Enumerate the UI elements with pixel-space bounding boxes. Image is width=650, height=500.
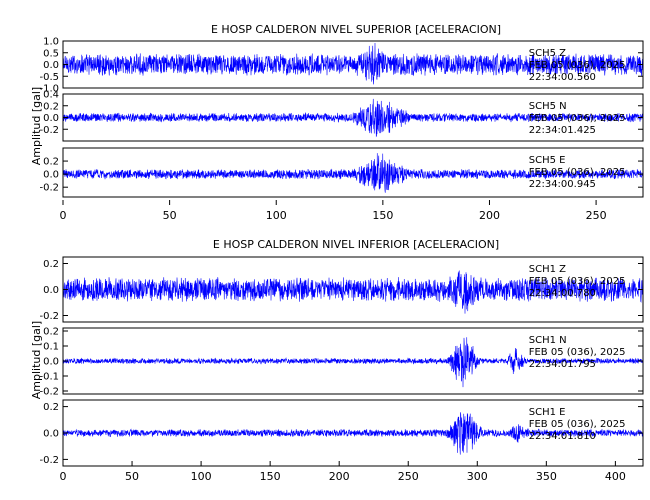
y-tick-label: 0.2 <box>43 157 59 168</box>
x-tick-label: 0 <box>60 470 67 483</box>
waveform-line <box>62 42 644 85</box>
x-tick-label: 250 <box>586 209 607 222</box>
station-label: SCH5 N <box>529 101 567 112</box>
y-tick-label: 0.0 <box>43 60 59 71</box>
y-tick-label: 0.0 <box>43 357 59 368</box>
y-tick-label: -0.5 <box>39 72 59 83</box>
date-label: FEB 05 (036), 2025 <box>529 347 626 358</box>
x-tick-label: 150 <box>372 209 393 222</box>
date-label: FEB 05 (036), 2025 <box>529 419 626 430</box>
chart-title-upper: E HOSP CALDERON NIVEL SUPERIOR [ACELERAC… <box>211 23 501 36</box>
x-tick-label: 250 <box>398 470 419 483</box>
y-tick-label: 0.0 <box>43 285 59 296</box>
date-label: FEB 05 (036), 2025 <box>529 276 626 287</box>
time-label: 22:34:00.780 <box>529 288 596 299</box>
y-tick-label: 0.1 <box>43 342 59 353</box>
y-tick-label: 0.2 <box>43 327 59 338</box>
y-tick-label: 0.5 <box>43 48 59 59</box>
time-label: 22:34:01.795 <box>529 359 596 370</box>
panel-frame <box>62 147 644 198</box>
y-tick-label: 0.2 <box>43 101 59 112</box>
x-tick-label: 300 <box>467 470 488 483</box>
y-tick-label: 0.4 <box>43 90 59 101</box>
time-label: 22:34:01.425 <box>529 125 596 136</box>
x-tick-label: 350 <box>536 470 557 483</box>
waveform-line <box>62 270 644 314</box>
y-tick-label: -0.1 <box>39 372 59 383</box>
waveform-line <box>62 412 644 455</box>
station-label: SCH5 E <box>529 155 566 166</box>
chart-title-lower: E HOSP CALDERON NIVEL INFERIOR [ACELERAC… <box>213 238 499 251</box>
y-tick-label: -0.2 <box>39 183 59 194</box>
date-label: FEB 05 (036), 2025 <box>529 60 626 71</box>
x-tick-label: 100 <box>266 209 287 222</box>
waveform-line <box>62 98 644 138</box>
x-tick-label: 0 <box>60 209 67 222</box>
y-axis-label-lower: Amplitud [gal] <box>30 321 43 399</box>
y-tick-label: 0.2 <box>43 259 59 270</box>
y-tick-label: 0.0 <box>43 429 59 440</box>
y-tick-label: -0.2 <box>39 311 59 322</box>
y-tick-label: -0.2 <box>39 125 59 136</box>
x-tick-label: 200 <box>329 470 350 483</box>
station-label: SCH1 Z <box>529 264 566 275</box>
time-label: 22:34:01.810 <box>529 431 596 442</box>
x-tick-label: 100 <box>191 470 212 483</box>
y-axis-label-upper: Amplitud [gal] <box>30 87 43 165</box>
date-label: FEB 05 (036), 2025 <box>529 113 626 124</box>
x-axis: 0 50 100 150 200 250 300 350 400 <box>60 461 626 483</box>
time-label: 22:34:00.560 <box>529 72 596 83</box>
y-tick-label: -0.2 <box>39 387 59 398</box>
y-tick-label: -0.2 <box>39 455 59 466</box>
x-tick-label: 50 <box>125 470 139 483</box>
x-tick-label: 50 <box>163 209 177 222</box>
y-tick-label: 0.0 <box>43 170 59 181</box>
station-label: SCH1 E <box>529 407 566 418</box>
waveform-line <box>62 337 644 388</box>
station-label: SCH1 N <box>529 335 567 346</box>
x-axis: 0 50 100 150 200 250 <box>60 200 607 222</box>
date-label: FEB 05 (036), 2025 <box>529 167 626 178</box>
station-label: SCH5 Z <box>529 48 566 59</box>
y-tick-label: -1.0 <box>39 84 59 95</box>
time-label: 22:34:00.945 <box>529 179 596 190</box>
x-tick-label: 150 <box>260 470 281 483</box>
y-tick-label: 0.2 <box>43 402 59 413</box>
x-tick-label: 400 <box>605 470 626 483</box>
y-tick-label: 0.0 <box>43 113 59 124</box>
x-tick-label: 200 <box>479 209 500 222</box>
waveform-line <box>62 153 644 193</box>
y-tick-label: 1.0 <box>43 37 59 48</box>
